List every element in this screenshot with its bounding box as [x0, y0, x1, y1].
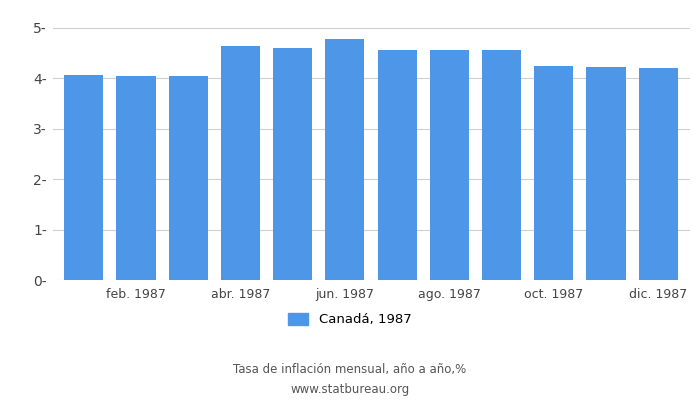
- Text: www.statbureau.org: www.statbureau.org: [290, 384, 410, 396]
- Bar: [116, 76, 155, 280]
- Bar: [638, 68, 678, 280]
- Bar: [377, 50, 416, 280]
- Bar: [273, 48, 312, 280]
- Bar: [221, 46, 260, 280]
- Bar: [169, 76, 208, 280]
- Bar: [430, 50, 469, 280]
- Bar: [64, 75, 104, 280]
- Bar: [587, 68, 626, 280]
- Legend: Canadá, 1987: Canadá, 1987: [284, 308, 416, 332]
- Bar: [534, 66, 573, 280]
- Text: Tasa de inflación mensual, año a año,%: Tasa de inflación mensual, año a año,%: [233, 364, 467, 376]
- Bar: [482, 50, 521, 280]
- Bar: [326, 39, 365, 280]
